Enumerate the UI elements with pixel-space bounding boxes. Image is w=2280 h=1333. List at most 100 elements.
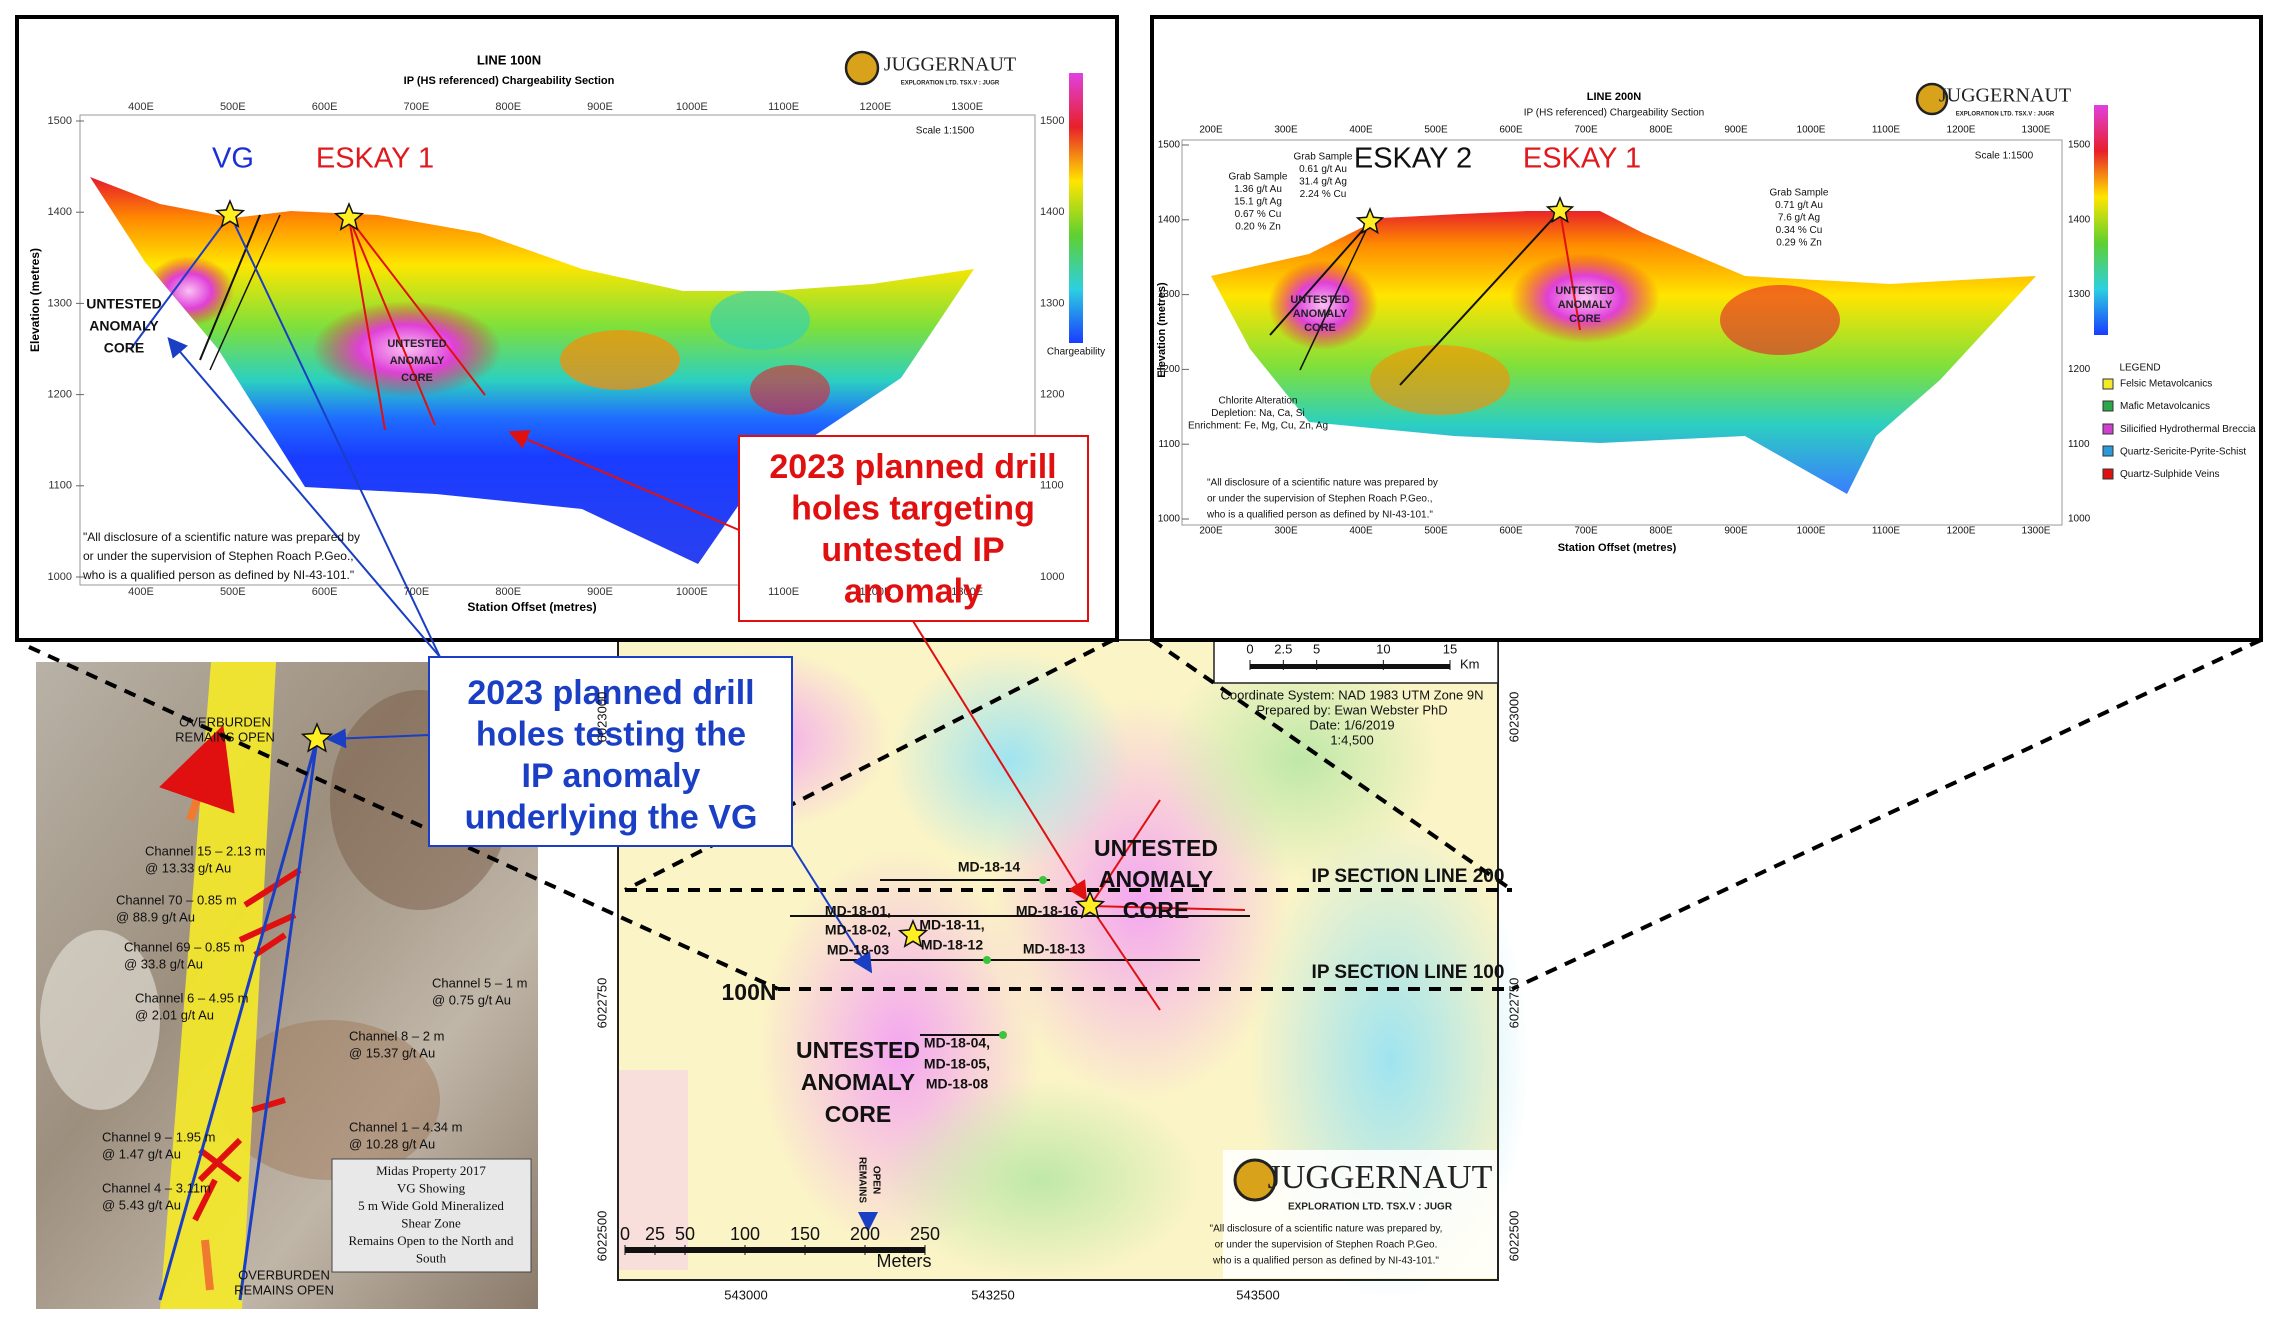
channel [243,867,302,908]
channel-label: Channel 6 – 4.95 m [135,990,248,1005]
overburden-label: REMAINS OPEN [175,729,275,744]
x-tick-label: 700E [404,586,430,598]
x-tick-label: 1100E [768,586,799,598]
x-tick-label: 600E [1499,526,1523,537]
ip-mid [880,1080,1200,1280]
channel-label: Channel 1 – 4.34 m [349,1119,462,1134]
anomaly-label: UNTESTED [796,1037,920,1063]
star [897,919,929,948]
anomaly-label: CORE [1569,313,1601,325]
grab-sample: 31.4 g/t Ag [1299,177,1347,188]
grab-sample: 0.61 g/t Au [1299,164,1347,175]
drill-label: MD-18-08 [926,1076,988,1092]
drill-label: MD-18-05, [924,1056,990,1072]
scale-bar [625,1247,925,1253]
section-subtitle: IP (HS referenced) Chargeability Section [1524,108,1704,119]
y-tick-label: 1400 [1040,206,1064,218]
caption: VG Showing [397,1180,466,1195]
channel-label: @ 88.9 g/t Au [116,909,195,924]
anomaly-label: ANOMALY [89,318,159,334]
star [300,722,334,753]
eskay-label: ESKAY 1 [316,143,434,175]
connector [624,638,1114,892]
anomaly-label: UNTESTED [1290,294,1349,306]
line-label: 100N [722,979,777,1005]
callout-text: holes testing the [476,715,746,753]
logo-tagline: EXPLORATION LTD. TSX.V : JUGR [901,81,1000,87]
callout-arrow [326,728,430,749]
channel-label: @ 13.33 g/t Au [145,860,231,875]
anomaly [312,301,502,397]
grab-sample: 1.36 g/t Au [1234,184,1282,195]
callout-text: underlying the VG [465,798,758,836]
y-axis-title: Elevation (metres) [1156,282,1168,378]
disclosure: who is a qualified person as defined by … [1212,1256,1439,1267]
overburden-label: OVERBURDEN [238,1267,330,1282]
eskay-label: ESKAY 2 [1354,143,1472,175]
legend-swatch [2102,378,2114,390]
disclosure: who is a qualified person as defined by … [82,568,354,582]
x-tick-label: 1200E [859,586,891,598]
disclosure: "All disclosure of a scientific nature w… [1207,478,1438,489]
x-tick-label: 1000E [1797,526,1826,537]
drill-label: MD-18-03 [827,942,889,958]
drill-trace [1299,221,1371,371]
x-tick-label: 400E [1349,125,1373,136]
anomaly [1268,260,1378,350]
scale-label: 25 [645,1224,665,1244]
legend-title: LEGEND [2119,363,2160,374]
x-tick-label: 400E [128,586,154,598]
x-tick-label: 800E [1649,125,1673,136]
x-tick-label: 1000E [1797,125,1826,136]
blob [750,365,830,415]
collar [999,1031,1007,1039]
km-unit: Km [1460,656,1480,671]
x-tick-label: 400E [128,101,154,113]
callout-text: holes targeting [791,489,1035,527]
grab-sample: 0.34 % Cu [1776,225,1823,236]
y-tick-label: 1400 [1158,214,1181,225]
overburden-label: REMAINS OPEN [234,1282,334,1297]
drill-label: MD-18-04, [924,1035,990,1051]
channel-label: Channel 70 – 0.85 m [116,892,237,907]
anomaly-label: UNTESTED [86,296,161,312]
scale-unit: Meters [876,1251,931,1271]
scale-label: 50 [675,1224,695,1244]
drill-trace [1399,210,1561,386]
km-scale-label: 15 [1443,641,1457,656]
channel [251,1097,286,1113]
km-scale-label: 2.5 [1274,641,1292,656]
callout-arrow [234,224,441,658]
y-tick-label: 1400 [48,206,72,218]
x-tick-label: 700E [404,101,430,113]
y-tick-label: 1100 [1040,480,1064,492]
anomaly-label: UNTESTED [1094,835,1218,861]
collar [983,956,991,964]
anomaly-label: ANOMALY [390,355,445,367]
anomaly-label: CORE [401,372,433,384]
channel-label: Channel 9 – 1.95 m [102,1129,215,1144]
y-tick-label: 1100 [2068,439,2090,450]
legend-item: Mafic Metavolcanics [2120,401,2210,412]
anomaly-label: UNTESTED [1555,285,1614,297]
grab-sample: 0.71 g/t Au [1775,200,1823,211]
x-tick-label: 700E [1574,125,1598,136]
grab-sample: 0.20 % Zn [1235,222,1281,233]
callout-arrow [912,620,1088,902]
disclosure: or under the supervision of Stephen Roac… [1215,1240,1438,1251]
y-axis-title: Elevation (metres) [28,248,42,352]
y-tick-label: 1000 [2068,514,2091,525]
scale-label: 250 [910,1224,940,1244]
scale-label: Scale 1:1500 [1975,151,2034,162]
drill-label: MD-18-16 [1016,903,1078,919]
callout-arrow [167,336,441,658]
outcrop [40,930,160,1110]
star [214,199,246,228]
drill-trace [209,214,281,371]
x-tick-label: 500E [1424,125,1448,136]
northing-label: 6022750 [1506,978,1521,1029]
channel [197,1137,243,1183]
x-tick-label: 1300E [2022,125,2051,136]
section-title: LINE 200N [1587,91,1641,103]
legend-item: Silicified Hydrothermal Breccia [2120,424,2256,435]
